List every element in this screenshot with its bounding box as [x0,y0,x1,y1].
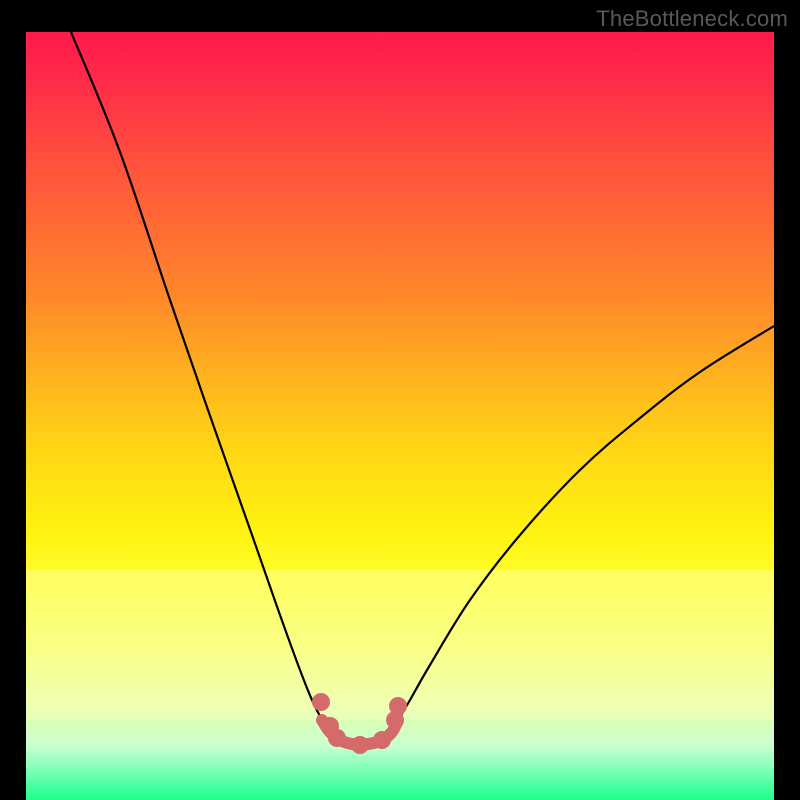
floor-marker [312,693,330,711]
chart-svg [0,0,800,800]
floor-marker [351,736,369,754]
floor-marker [328,729,346,747]
floor-marker [389,697,407,715]
chart-canvas: TheBottleneck.com [0,0,800,800]
watermark-text: TheBottleneck.com [596,6,788,32]
floor-marker [373,731,391,749]
